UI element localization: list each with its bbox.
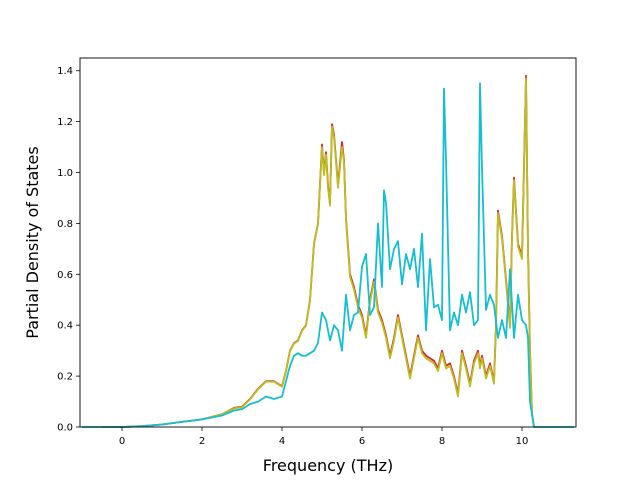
y-tick-label: 0.0 (57, 423, 73, 434)
axis-ticks: 0 2 4 6 8 10 0.0 0.2 0.4 0.6 0.8 1.0 1.2 1.4 (57, 66, 528, 447)
plot-area (82, 74, 574, 428)
y-tick-label: 0.4 (57, 321, 73, 332)
x-axis-label: Frequency (THz) (263, 456, 393, 475)
y-tick-label: 1.4 (57, 66, 73, 77)
x-tick-label: 10 (516, 436, 529, 447)
x-tick-label: 4 (279, 436, 285, 447)
y-tick-label: 1.2 (57, 117, 73, 128)
y-tick-label: 0.6 (57, 270, 73, 281)
axes-frame (79, 57, 577, 428)
y-tick-label: 0.2 (57, 372, 73, 383)
series-line-2 (102, 77, 535, 428)
series-line-3 (82, 82, 574, 428)
y-axis-label: Partial Density of States (23, 146, 42, 338)
y-tick-label: 1.0 (57, 168, 73, 179)
x-tick-label: 0 (119, 436, 125, 447)
x-tick-label: 8 (439, 436, 445, 447)
x-tick-label: 2 (199, 436, 205, 447)
x-tick-label: 6 (359, 436, 365, 447)
y-tick-label: 0.8 (57, 219, 73, 230)
